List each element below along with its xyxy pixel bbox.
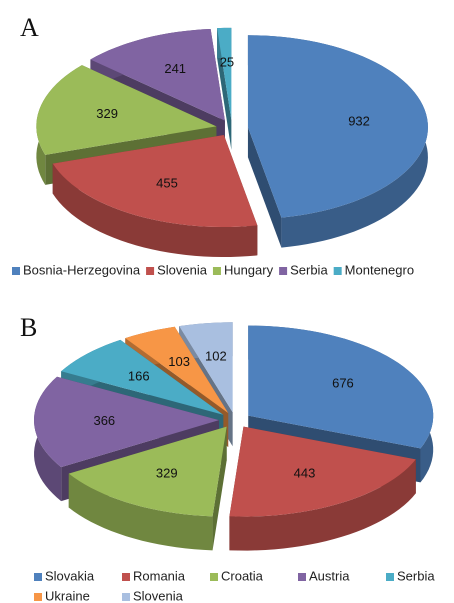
slice-top	[90, 28, 225, 121]
data-label: 366	[93, 413, 115, 428]
data-label: 241	[164, 61, 186, 76]
slice-side	[247, 127, 282, 248]
data-label: 932	[348, 113, 370, 128]
slice-top	[36, 65, 217, 155]
legend-swatch	[34, 573, 42, 581]
legend-label: Slovakia	[45, 568, 95, 583]
legend-label: Austria	[309, 568, 350, 583]
legend-swatch	[146, 267, 155, 275]
panel-label: B	[20, 313, 37, 342]
slice-top	[229, 426, 416, 517]
legend-swatch	[12, 267, 20, 275]
legend-swatch	[279, 267, 288, 275]
legend-swatch	[333, 267, 342, 275]
pie-slice	[247, 35, 428, 248]
legend-label: Montenegro	[345, 262, 414, 277]
data-label: 103	[168, 354, 190, 369]
slice-top	[217, 27, 232, 120]
slice-top	[61, 339, 224, 415]
legend-label: Slovenia	[133, 588, 184, 603]
data-label: 166	[128, 368, 150, 383]
slice-wall	[52, 163, 258, 258]
data-label: 102	[205, 349, 227, 364]
legend-swatch	[122, 573, 130, 581]
slice-wall	[229, 459, 416, 551]
pie-slice	[52, 135, 258, 258]
data-label: 329	[96, 106, 118, 121]
slice-wall	[68, 473, 213, 551]
data-label: 443	[294, 465, 316, 480]
slice-side	[217, 28, 232, 150]
pie-slice	[229, 426, 416, 551]
slice-top	[125, 326, 229, 413]
legend-swatch	[122, 593, 130, 601]
slice-top	[68, 426, 227, 517]
legend-swatch	[298, 573, 306, 581]
data-label: 25	[220, 54, 234, 69]
pie-slice	[68, 426, 227, 551]
data-label: 676	[332, 376, 354, 391]
legend-swatch	[34, 593, 42, 601]
legend-label: Romania	[133, 568, 186, 583]
legend-label: Serbia	[397, 568, 435, 583]
legend-label: Serbia	[290, 262, 328, 277]
legend-swatch	[210, 573, 218, 581]
slice-top	[247, 35, 428, 218]
legend-label: Ukraine	[45, 588, 90, 603]
slice-top	[52, 135, 258, 228]
slice-top	[179, 322, 233, 413]
slice-top	[34, 376, 220, 468]
legend-label: Bosnia-Herzegovina	[23, 262, 141, 277]
legend-label: Slovenia	[157, 262, 208, 277]
legend-label: Croatia	[221, 568, 264, 583]
data-label: 329	[156, 466, 178, 481]
legend-swatch	[386, 573, 394, 581]
panel-label: A	[20, 13, 39, 42]
legend-swatch	[212, 267, 221, 275]
data-label: 455	[156, 176, 178, 191]
pie-slice	[217, 27, 232, 150]
slice-top	[248, 325, 434, 449]
legend-label: Hungary	[224, 262, 274, 277]
